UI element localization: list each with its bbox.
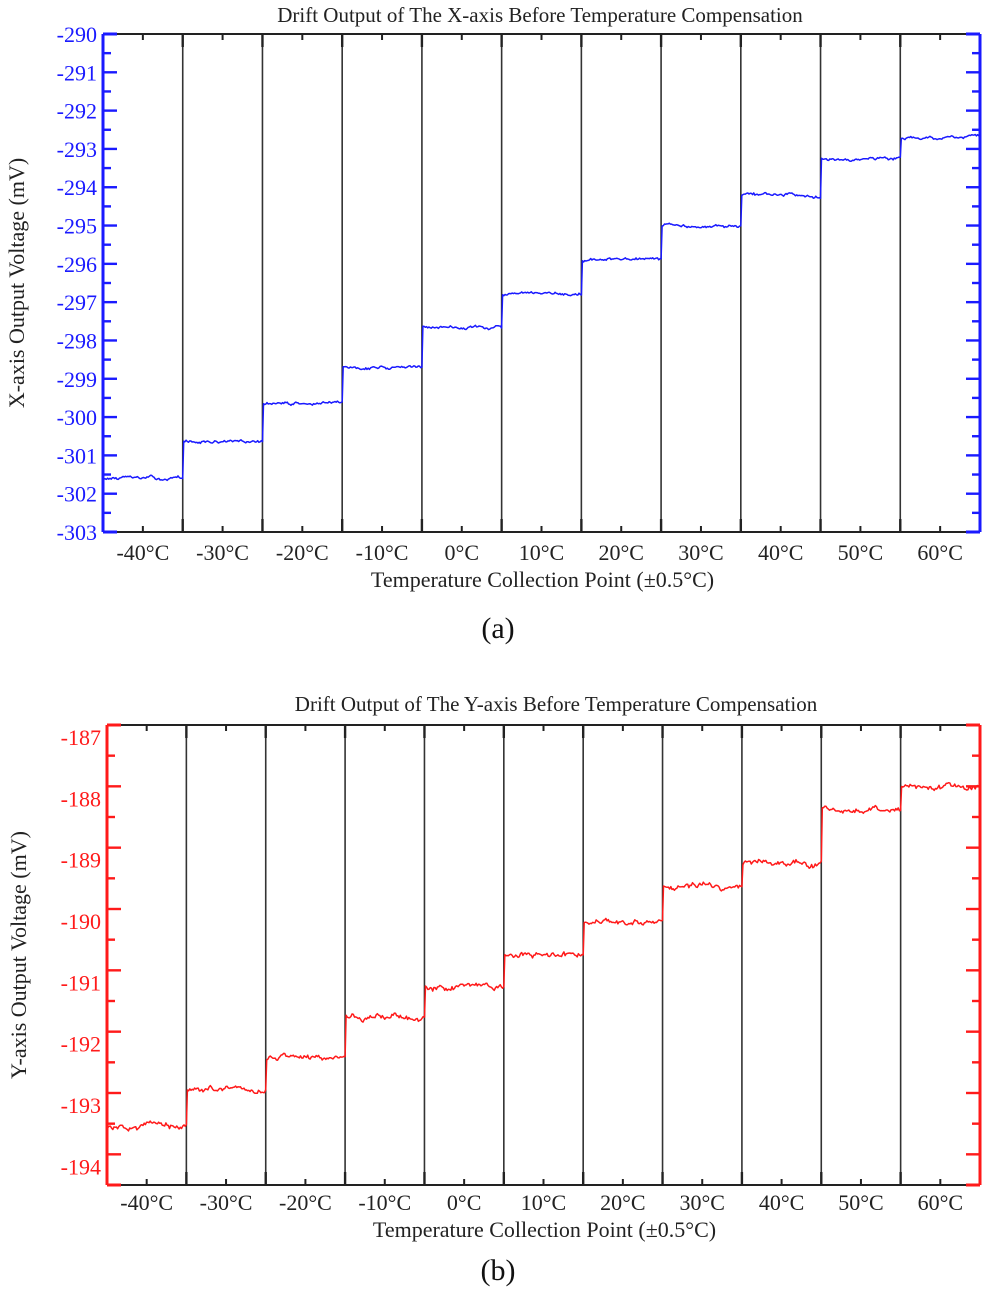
signal-trace <box>107 781 981 1132</box>
x-tick-label: -10°C <box>356 540 409 565</box>
x-tick-label: 0°C <box>447 1190 481 1215</box>
x-tick-label: 20°C <box>600 1190 645 1215</box>
y-tick-label: -301 <box>57 443 97 468</box>
y-tick-label: -303 <box>57 520 97 545</box>
x-axis-title: Temperature Collection Point (±0.5°C) <box>371 567 714 592</box>
x-tick-label: 40°C <box>758 540 803 565</box>
x-tick-label: 60°C <box>918 1190 963 1215</box>
y-tick-label: -299 <box>57 367 97 392</box>
y-tick-label: -188 <box>61 786 101 811</box>
x-tick-label: -30°C <box>196 540 249 565</box>
figure-caption: (a) <box>481 612 514 645</box>
x-tick-label: 50°C <box>838 1190 883 1215</box>
x-tick-label: -20°C <box>276 540 329 565</box>
y-tick-label: -298 <box>57 328 97 353</box>
x-tick-label: -20°C <box>279 1190 332 1215</box>
y-tick-label: -294 <box>57 175 97 200</box>
y-tick-label: -193 <box>61 1093 101 1118</box>
x-tick-label: 0°C <box>445 540 479 565</box>
y-tick-label: -290 <box>57 22 97 47</box>
x-axis-title: Temperature Collection Point (±0.5°C) <box>373 1217 716 1242</box>
y-tick-label: -297 <box>57 290 97 315</box>
y-tick-label: -293 <box>57 137 97 162</box>
y-tick-label: -192 <box>61 1032 101 1057</box>
x-tick-label: -40°C <box>120 1190 173 1215</box>
chart-y-axis-drift: Drift Output of The Y-axis Before Temper… <box>6 692 982 1287</box>
y-tick-label: -194 <box>61 1154 101 1179</box>
x-tick-label: 30°C <box>678 540 723 565</box>
x-tick-label: 20°C <box>598 540 643 565</box>
y-tick-label: -187 <box>61 725 101 750</box>
y-tick-label: -189 <box>61 848 101 873</box>
x-tick-label: 50°C <box>838 540 883 565</box>
y-tick-label: -300 <box>57 405 97 430</box>
chart-x-axis-drift: Drift Output of The X-axis Before Temper… <box>4 3 982 645</box>
y-axis-title: X-axis Output Voltage (mV) <box>4 158 29 408</box>
x-tick-label: -30°C <box>200 1190 253 1215</box>
y-tick-label: -292 <box>57 99 97 124</box>
chart-title: Drift Output of The X-axis Before Temper… <box>277 3 803 27</box>
y-tick-label: -295 <box>57 214 97 239</box>
y-tick-label: -190 <box>61 909 101 934</box>
y-axis-title: Y-axis Output Voltage (mV) <box>6 831 31 1079</box>
x-tick-label: 10°C <box>519 540 564 565</box>
x-tick-label: 60°C <box>917 540 962 565</box>
y-tick-label: -191 <box>61 970 101 995</box>
signal-trace <box>103 133 981 482</box>
figure-a-x-axis-drift: Drift Output of The X-axis Before Temper… <box>4 3 982 645</box>
x-tick-label: 10°C <box>521 1190 566 1215</box>
chart-title: Drift Output of The Y-axis Before Temper… <box>295 692 818 716</box>
y-tick-label: -302 <box>57 482 97 507</box>
y-tick-label: -296 <box>57 252 97 277</box>
x-tick-label: -40°C <box>116 540 169 565</box>
x-tick-label: 40°C <box>759 1190 804 1215</box>
figure-b-y-axis-drift: Drift Output of The Y-axis Before Temper… <box>0 670 997 1291</box>
x-tick-label: 30°C <box>679 1190 724 1215</box>
x-tick-label: -10°C <box>358 1190 411 1215</box>
y-tick-label: -291 <box>57 60 97 85</box>
figure-caption: (b) <box>481 1254 516 1287</box>
